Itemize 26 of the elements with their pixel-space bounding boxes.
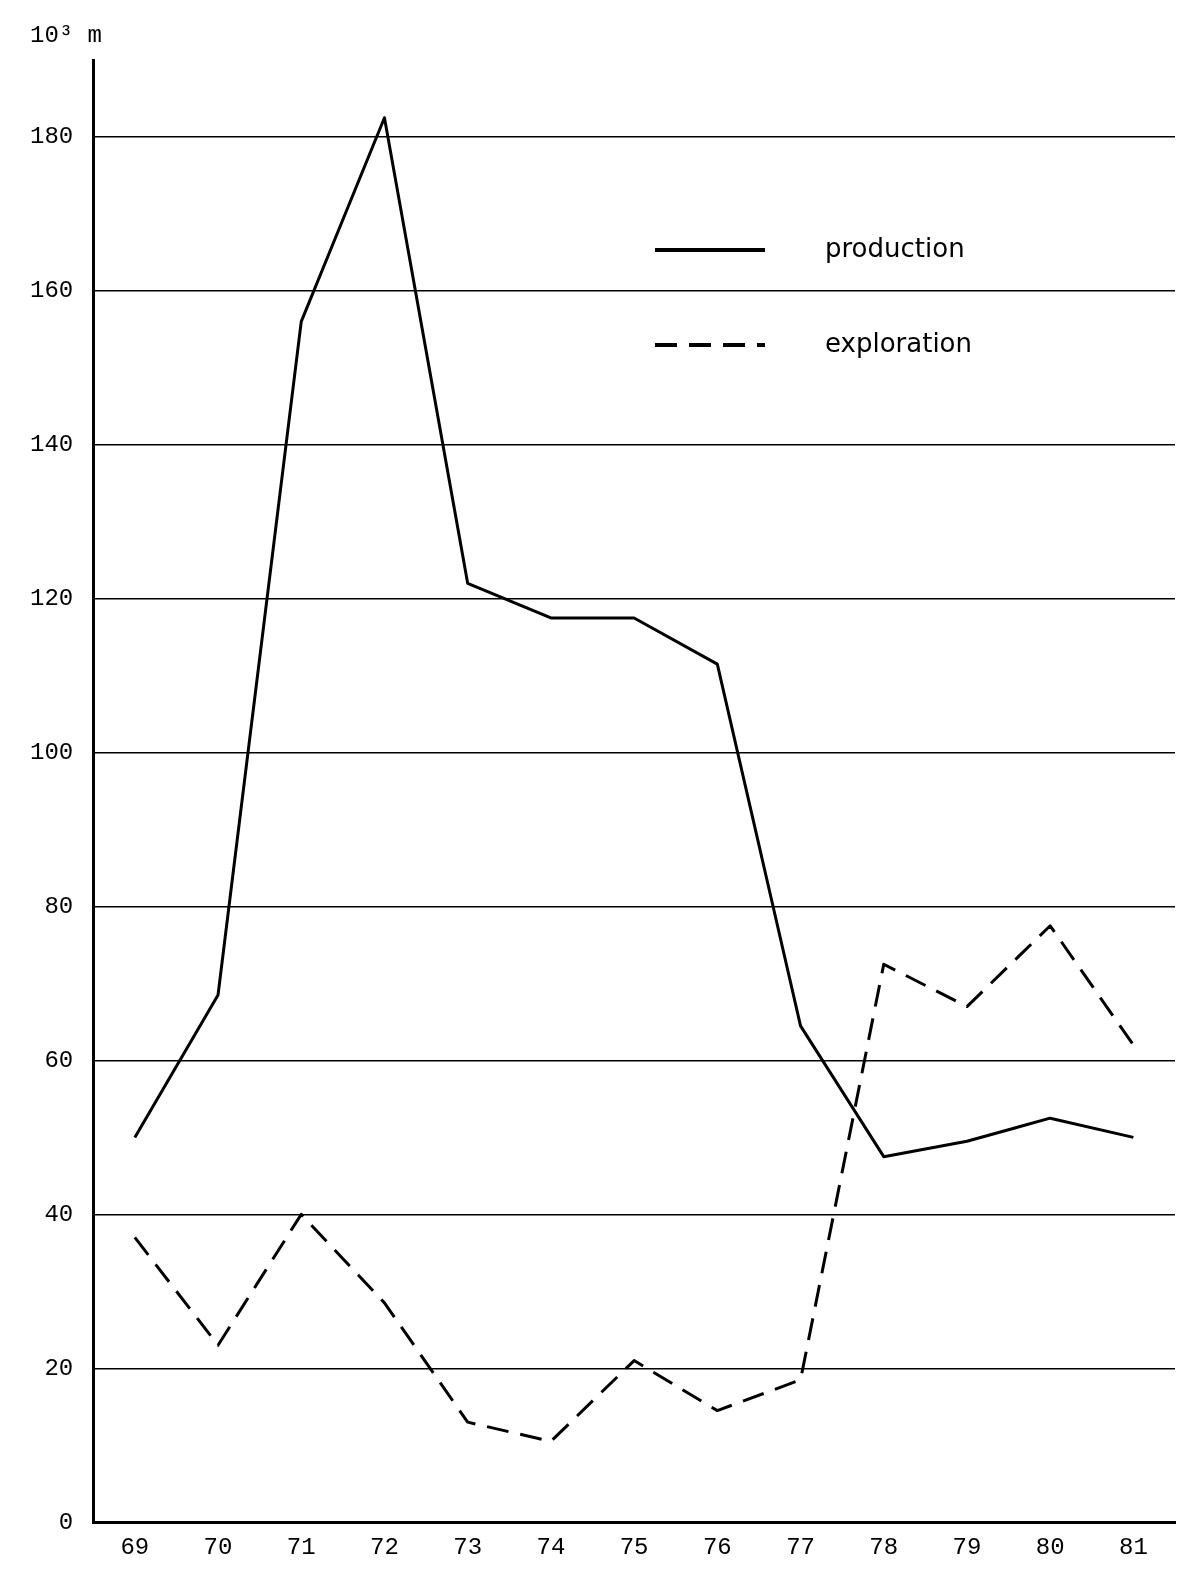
y-tick-label: 100: [29, 738, 74, 766]
x-tick-label: 80: [1035, 1533, 1065, 1561]
y-tick-label: 120: [29, 585, 74, 613]
x-tick-label: 77: [786, 1533, 815, 1561]
x-tick-label: 76: [702, 1533, 732, 1561]
legend-label: production: [825, 232, 965, 263]
x-tick-label: 75: [619, 1533, 649, 1561]
x-tick-label: 72: [370, 1533, 399, 1561]
y-tick-label: 180: [29, 123, 74, 151]
x-tick-label: 73: [453, 1533, 483, 1561]
y-tick-label: 160: [29, 277, 74, 305]
x-tick-label: 70: [203, 1533, 233, 1561]
y-tick-label: 140: [29, 431, 74, 459]
x-tick-label: 74: [536, 1533, 566, 1561]
y-axis-title: 10³ m: [30, 22, 103, 49]
x-tick-label: 81: [1118, 1533, 1148, 1561]
x-tick-label: 69: [120, 1533, 150, 1561]
y-tick-label: 20: [44, 1354, 74, 1382]
x-tick-label: 71: [286, 1533, 316, 1561]
x-tick-label: 78: [869, 1533, 899, 1561]
legend-label: exploration: [825, 327, 972, 358]
x-tick-label: 79: [952, 1533, 982, 1561]
y-tick-label: 0: [58, 1508, 74, 1536]
y-tick-label: 60: [44, 1046, 74, 1074]
y-tick-label: 80: [44, 892, 74, 920]
y-tick-label: 40: [44, 1200, 74, 1228]
